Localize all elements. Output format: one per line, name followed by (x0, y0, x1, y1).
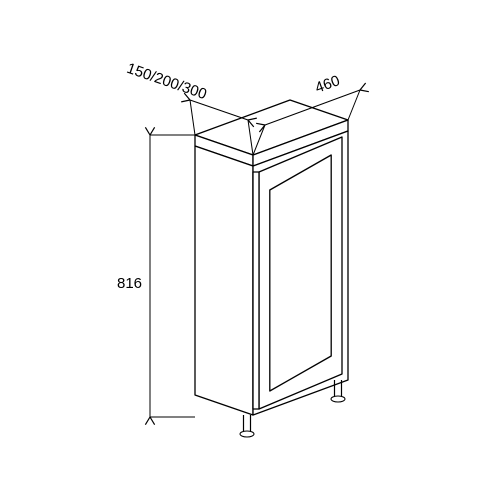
dim-height-label: 816 (117, 275, 142, 292)
diagram-container: 150/200/300 460 816 (0, 0, 500, 500)
cabinet-drawing (0, 0, 500, 500)
